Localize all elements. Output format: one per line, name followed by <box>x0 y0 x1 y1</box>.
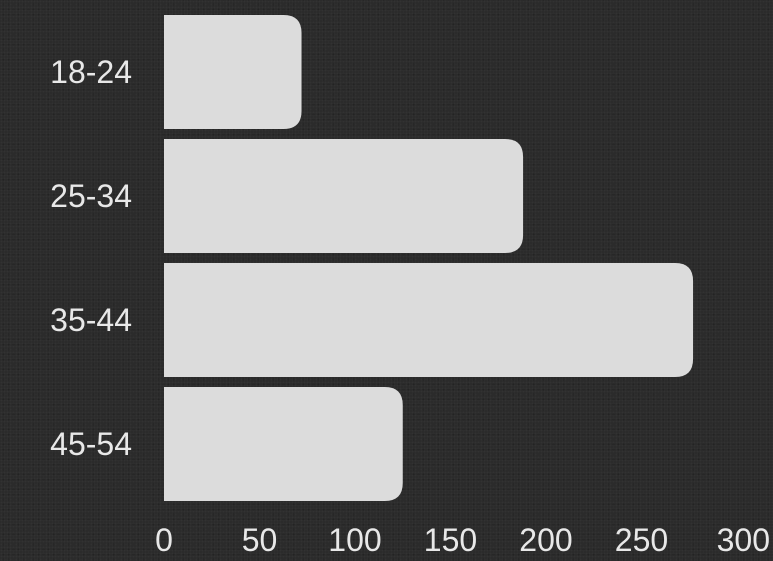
category-label: 45-54 <box>50 426 132 462</box>
x-tick-label: 0 <box>155 522 173 556</box>
category-labels: 18-24 25-34 35-44 45-54 <box>50 54 132 462</box>
category-label: 35-44 <box>50 302 132 338</box>
category-label: 18-24 <box>50 54 132 90</box>
category-label: 25-34 <box>50 178 132 214</box>
bar-18-24 <box>164 15 302 129</box>
bar-45-54 <box>164 387 403 501</box>
bars-group <box>164 15 694 501</box>
bar-25-34 <box>164 139 524 253</box>
x-tick-label: 100 <box>328 522 381 556</box>
x-tick-label: 200 <box>519 522 572 556</box>
x-tick-label: 300 <box>717 522 770 556</box>
x-tick-label: 250 <box>615 522 668 556</box>
x-axis-ticks: 0 50 100 150 200 250 300 <box>155 522 770 558</box>
x-tick-label: 150 <box>424 522 477 556</box>
bar-35-44 <box>164 263 694 377</box>
x-tick-label: 50 <box>242 522 278 556</box>
